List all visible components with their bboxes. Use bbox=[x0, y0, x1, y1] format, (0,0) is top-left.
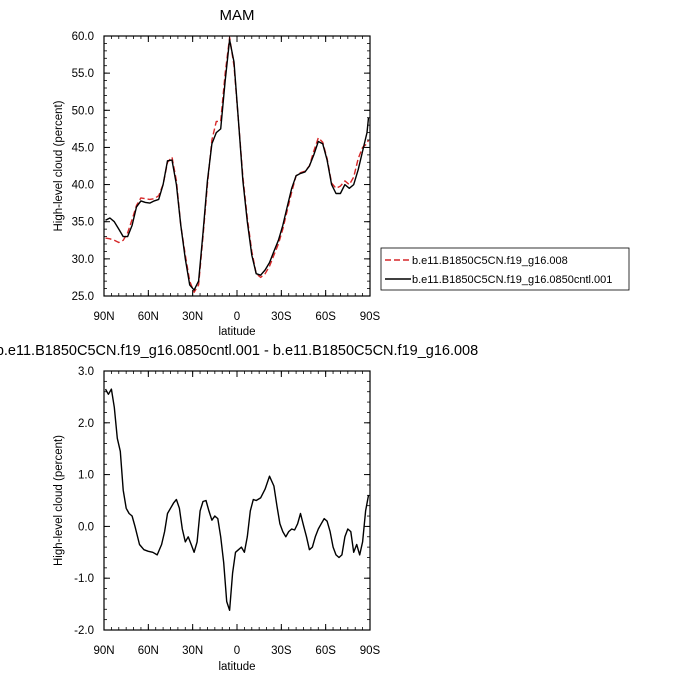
chart0-y-axis-label: High-level cloud (percent) bbox=[53, 100, 65, 231]
chart0-y-tick-label: 40.0 bbox=[72, 180, 94, 192]
chart0-x-tick-label: 30N bbox=[182, 311, 203, 323]
chart0-y-tick-label: 30.0 bbox=[72, 254, 94, 266]
chart1-y-tick-label: 2.0 bbox=[78, 418, 94, 430]
chart0-x-tick-label: 90S bbox=[360, 311, 381, 323]
chart0-y-tick-label: 60.0 bbox=[72, 31, 94, 43]
legend-entry-0: b.e11.B1850C5CN.f19_g16.008 bbox=[412, 255, 568, 267]
chart1-x-tick-label: 30N bbox=[182, 645, 203, 657]
chart0-series-0-line bbox=[105, 36, 370, 293]
chart0-x-axis-label: latitude bbox=[218, 326, 255, 338]
chart1-y-tick-label: 3.0 bbox=[78, 366, 94, 378]
chart0-y-tick-label: 55.0 bbox=[72, 68, 94, 80]
chart0-y-tick-label: 50.0 bbox=[72, 105, 94, 117]
chart1-x-tick-label: 60N bbox=[138, 645, 159, 657]
chart1-x-tick-label: 30S bbox=[271, 645, 292, 657]
chart1-x-tick-label: 60S bbox=[315, 645, 336, 657]
chart1-y-tick-label: -2.0 bbox=[74, 625, 94, 637]
chart0-x-tick-label: 90N bbox=[93, 311, 114, 323]
legend-box bbox=[380, 247, 630, 291]
chart1-x-tick-label: 90N bbox=[93, 645, 114, 657]
chart1-x-tick-label: 0 bbox=[234, 645, 240, 657]
chart0-y-tick-label: 35.0 bbox=[72, 217, 94, 229]
chart1-title: b.e11.B1850C5CN.f19_g16.0850cntl.001 - b… bbox=[0, 343, 478, 359]
chart0-x-tick-label: 60N bbox=[138, 311, 159, 323]
chart1-y-tick-label: 0.0 bbox=[78, 521, 94, 533]
chart1-y-tick-label: -1.0 bbox=[74, 573, 94, 585]
chart0-x-tick-label: 0 bbox=[234, 311, 240, 323]
chart0-series-1-line bbox=[105, 39, 370, 291]
chart1-x-axis-label: latitude bbox=[218, 661, 255, 673]
chart1-x-tick-label: 90S bbox=[360, 645, 381, 657]
chart0-x-tick-label: 30S bbox=[271, 311, 292, 323]
chart0-frame bbox=[103, 35, 371, 297]
chart0-y-tick-label: 45.0 bbox=[72, 142, 94, 154]
chart1-y-tick-label: 1.0 bbox=[78, 470, 94, 482]
chart1-frame bbox=[103, 370, 371, 631]
chart0-y-tick-label: 25.0 bbox=[72, 291, 94, 303]
chart1-series-0-line bbox=[104, 388, 370, 611]
chart1-y-axis-label: High-level cloud (percent) bbox=[53, 435, 65, 566]
chart0-title: MAM bbox=[220, 7, 255, 24]
chart0-x-tick-label: 60S bbox=[315, 311, 336, 323]
legend-entry-1: b.e11.B1850C5CN.f19_g16.0850cntl.001 bbox=[412, 274, 612, 286]
